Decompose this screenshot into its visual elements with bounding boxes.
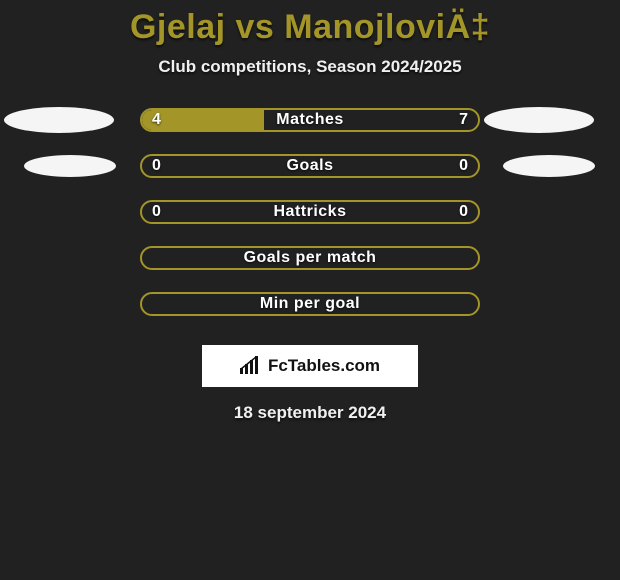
decor-ellipse-left bbox=[4, 107, 114, 133]
stat-bar: 4 Matches 7 bbox=[140, 108, 480, 132]
comparison-infographic: Gjelaj vs ManojloviÄ‡ Club competitions,… bbox=[0, 8, 620, 580]
stat-rows: 4 Matches 7 0 Goals 0 0 Hattricks 0 bbox=[0, 97, 620, 327]
stat-bar: Goals per match bbox=[140, 246, 480, 270]
source-badge-text: FcTables.com bbox=[268, 356, 380, 376]
generated-date: 18 september 2024 bbox=[0, 403, 620, 423]
stat-label: Min per goal bbox=[142, 294, 478, 314]
decor-ellipse-right bbox=[484, 107, 594, 133]
stat-row: Goals per match bbox=[0, 235, 620, 281]
page-title: Gjelaj vs ManojloviÄ‡ bbox=[0, 8, 620, 47]
stat-value-right: 0 bbox=[459, 202, 468, 222]
stat-row: 0 Hattricks 0 bbox=[0, 189, 620, 235]
stat-bar: 0 Hattricks 0 bbox=[140, 200, 480, 224]
stat-value-left: 0 bbox=[152, 156, 161, 176]
stat-row: 0 Goals 0 bbox=[0, 143, 620, 189]
chart-icon bbox=[240, 356, 262, 376]
source-badge: FcTables.com bbox=[202, 345, 418, 387]
stat-label: Goals per match bbox=[142, 248, 478, 268]
stat-label: Goals bbox=[142, 156, 478, 176]
page-subtitle: Club competitions, Season 2024/2025 bbox=[0, 57, 620, 77]
stat-value-left: 4 bbox=[152, 110, 161, 130]
stat-row: 4 Matches 7 bbox=[0, 97, 620, 143]
stat-label: Hattricks bbox=[142, 202, 478, 222]
stat-row: Min per goal bbox=[0, 281, 620, 327]
decor-ellipse-right bbox=[503, 155, 595, 177]
stat-value-right: 7 bbox=[459, 110, 468, 130]
decor-ellipse-left bbox=[24, 155, 116, 177]
stat-value-left: 0 bbox=[152, 202, 161, 222]
stat-value-right: 0 bbox=[459, 156, 468, 176]
stat-bar: Min per goal bbox=[140, 292, 480, 316]
stat-bar: 0 Goals 0 bbox=[140, 154, 480, 178]
